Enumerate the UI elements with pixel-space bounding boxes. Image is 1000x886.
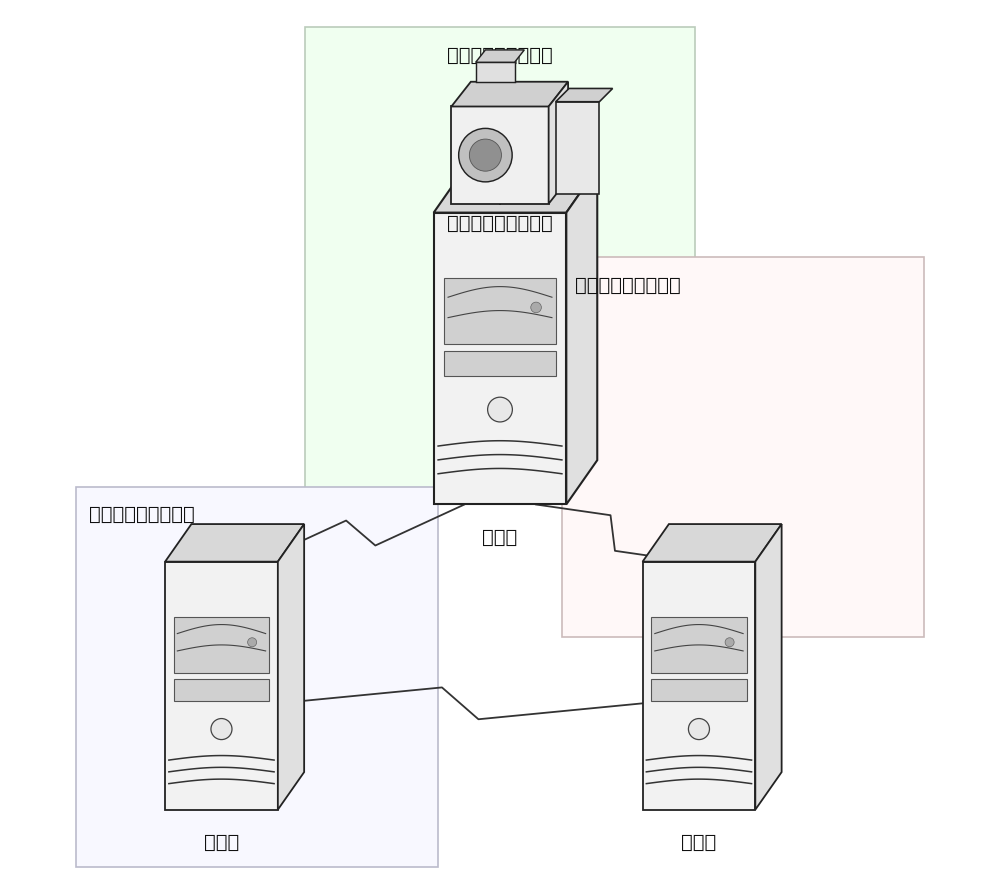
Polygon shape: [556, 103, 599, 194]
Polygon shape: [476, 51, 524, 63]
Text: 图片及视频摄制模块: 图片及视频摄制模块: [447, 214, 553, 232]
Polygon shape: [165, 525, 304, 562]
Polygon shape: [556, 89, 613, 103]
Circle shape: [725, 638, 734, 647]
Polygon shape: [651, 680, 747, 701]
FancyBboxPatch shape: [76, 487, 438, 867]
Polygon shape: [651, 618, 747, 673]
Circle shape: [531, 303, 541, 314]
Polygon shape: [434, 169, 597, 214]
Circle shape: [248, 638, 257, 647]
Polygon shape: [755, 525, 782, 810]
Text: 企业端计算机子系统: 企业端计算机子系统: [447, 45, 553, 65]
Polygon shape: [549, 82, 568, 205]
Polygon shape: [643, 525, 782, 562]
Polygon shape: [174, 680, 269, 701]
Circle shape: [459, 129, 512, 183]
Polygon shape: [278, 525, 304, 810]
Text: 服务器: 服务器: [204, 832, 239, 851]
Polygon shape: [451, 107, 549, 205]
Polygon shape: [434, 214, 566, 505]
Polygon shape: [444, 352, 556, 377]
Polygon shape: [476, 63, 515, 82]
Circle shape: [688, 719, 709, 740]
Text: 服务器: 服务器: [482, 527, 518, 546]
FancyBboxPatch shape: [305, 27, 695, 496]
Polygon shape: [174, 618, 269, 673]
Polygon shape: [566, 169, 597, 505]
Text: 服务器: 服务器: [681, 832, 717, 851]
Polygon shape: [165, 562, 278, 810]
Circle shape: [211, 719, 232, 740]
Polygon shape: [444, 279, 556, 345]
Text: 医院端计算机子系统: 医院端计算机子系统: [89, 505, 195, 524]
Circle shape: [469, 140, 501, 172]
Polygon shape: [451, 82, 568, 107]
Circle shape: [488, 398, 512, 423]
FancyBboxPatch shape: [562, 258, 924, 637]
Polygon shape: [643, 562, 755, 810]
Text: 云服务计算机子系统: 云服务计算机子系统: [575, 276, 681, 294]
